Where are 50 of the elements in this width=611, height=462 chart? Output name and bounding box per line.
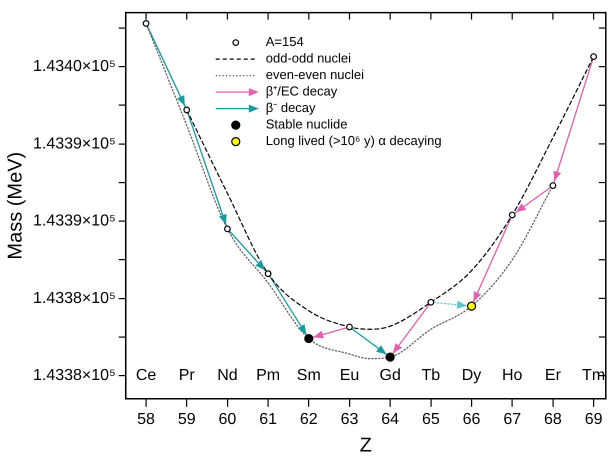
- annotation: Eu: [340, 367, 360, 384]
- x-tick-label: 61: [259, 410, 278, 428]
- y-tick-label: 1.4338×10⁵: [32, 290, 116, 307]
- point: [590, 53, 597, 60]
- point: [183, 106, 190, 114]
- x-tick-label: 69: [584, 410, 603, 428]
- point: [427, 298, 434, 306]
- point: [386, 352, 395, 362]
- point: [550, 182, 556, 190]
- point: [346, 324, 353, 330]
- x-tick-label: 59: [178, 410, 196, 428]
- x-tick-label: 58: [137, 410, 156, 428]
- annotation: Tm: [582, 367, 606, 384]
- x-tick-label: 63: [340, 410, 358, 428]
- annotation: Dy: [462, 367, 482, 384]
- x-axis-title: Z: [360, 434, 372, 457]
- legend-label: A=154: [266, 34, 304, 50]
- annotation: Nd: [217, 367, 238, 384]
- annotation: Sm: [296, 367, 321, 384]
- point: [466, 302, 476, 311]
- point: [264, 270, 272, 278]
- annotation: Ho: [502, 367, 523, 384]
- annotation: Pr: [178, 367, 196, 384]
- y-tick-label: 1.4340×10⁵: [32, 58, 116, 76]
- x-tick-label: 68: [544, 410, 562, 428]
- point: [508, 212, 516, 218]
- legend-label: odd-odd nuclei: [266, 50, 352, 66]
- annotation: Tb: [422, 367, 440, 384]
- y-tick-label: 1.4339×10⁵: [32, 135, 116, 152]
- point: [142, 20, 150, 27]
- legend-label: Long lived (>10⁶ y) α decaying: [266, 133, 442, 148]
- x-tick-label: 66: [462, 410, 481, 428]
- y-tick-label: 1.4338×10⁵: [32, 367, 116, 384]
- legend-label: Stable nuclide: [266, 116, 348, 132]
- y-axis-title: Mass (MeV): [4, 152, 27, 260]
- legend-label: β⁻ decay: [266, 100, 316, 116]
- annotation: Gd: [379, 367, 401, 384]
- y-tick-label: 1.4339×10⁵: [32, 212, 116, 230]
- x-tick-label: 62: [300, 410, 318, 428]
- legend-label: β⁺/EC decay: [266, 84, 338, 99]
- x-tick-label: 67: [503, 410, 522, 428]
- legend-label: even-even nuclei: [266, 67, 364, 82]
- x-tick-label: 64: [381, 410, 400, 428]
- annotation: Ce: [136, 367, 156, 384]
- annotation: Pm: [256, 367, 280, 384]
- x-tick-label: 65: [422, 410, 440, 428]
- point: [304, 334, 314, 344]
- annotation: Er: [544, 367, 562, 384]
- point: [224, 225, 231, 232]
- x-tick-label: 60: [218, 410, 236, 428]
